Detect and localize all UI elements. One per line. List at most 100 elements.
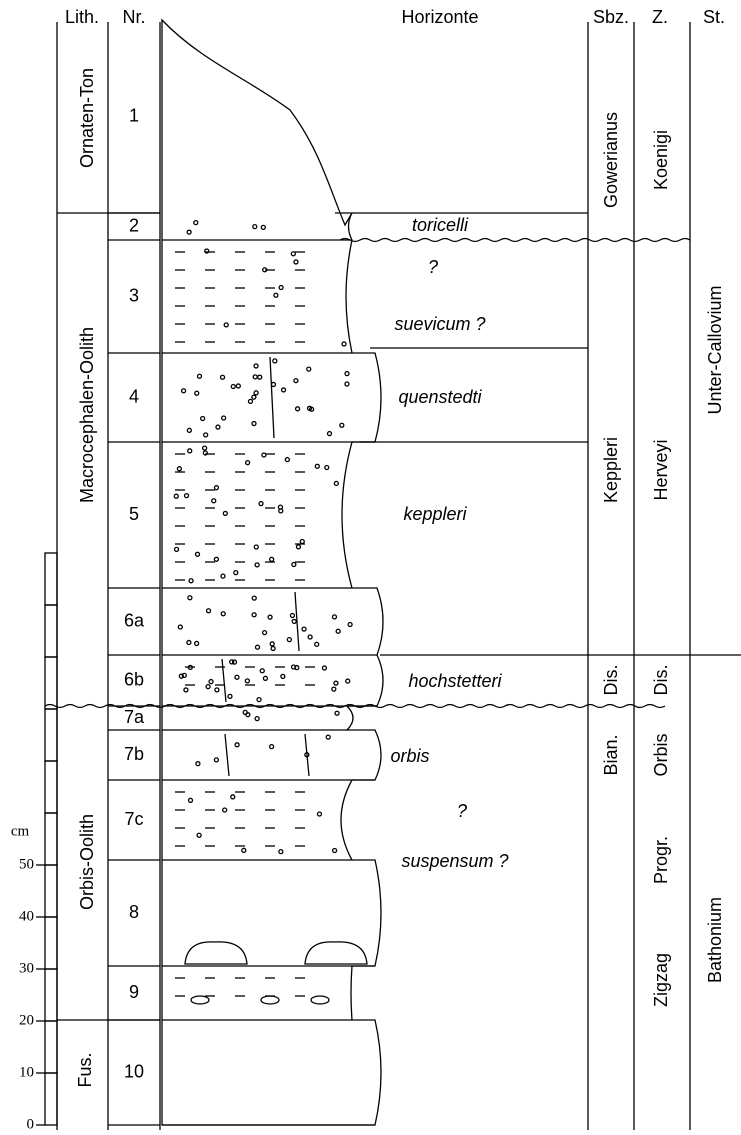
zone-label: Progr.	[651, 836, 671, 884]
ooid	[268, 615, 272, 619]
ooid	[263, 631, 267, 635]
concretion	[185, 942, 247, 964]
header-z: Z.	[652, 7, 668, 27]
ooid	[274, 293, 278, 297]
ooid	[203, 451, 207, 455]
rock-column	[108, 20, 383, 1125]
ooid	[235, 675, 239, 679]
ooid	[334, 481, 338, 485]
ooid	[187, 640, 191, 644]
ooid	[204, 433, 208, 437]
ooid	[207, 609, 211, 613]
ooid	[194, 221, 198, 225]
ooid	[254, 364, 258, 368]
header-st: St.	[703, 7, 725, 27]
ooid	[273, 359, 277, 363]
ooid	[270, 557, 274, 561]
ooid	[216, 425, 220, 429]
layer-number: 6b	[124, 669, 144, 689]
ooid	[291, 252, 295, 256]
ooid	[257, 698, 261, 702]
ooid	[187, 428, 191, 432]
layer-number: 8	[129, 902, 139, 922]
layer-number: 7c	[124, 809, 143, 829]
ooid	[342, 342, 346, 346]
lithology-label: Fus.	[75, 1052, 95, 1087]
ooid	[333, 848, 337, 852]
ooid	[263, 676, 267, 680]
ooid	[261, 225, 265, 229]
ooid	[214, 486, 218, 490]
ooid	[345, 382, 349, 386]
ooid	[255, 563, 259, 567]
ooid	[340, 423, 344, 427]
ooid	[196, 762, 200, 766]
ooid	[231, 795, 235, 799]
ooid	[214, 758, 218, 762]
scale-segment	[45, 709, 57, 761]
ooid	[325, 466, 329, 470]
ooid	[235, 743, 239, 747]
scale-label: 30	[19, 960, 34, 976]
layer-number: 9	[129, 982, 139, 1002]
ooid	[214, 557, 218, 561]
subzone-label: Keppleri	[601, 437, 621, 503]
scale-segment	[45, 813, 57, 865]
ooid	[259, 502, 263, 506]
ooid	[326, 735, 330, 739]
ooid	[296, 545, 300, 549]
ooid	[252, 395, 256, 399]
ooid	[196, 552, 200, 556]
scale-label: 10	[19, 1064, 34, 1080]
stage-label: Bathonium	[705, 897, 725, 983]
ooid	[332, 687, 336, 691]
ooid	[279, 850, 283, 854]
stage-label: Unter-Callovium	[705, 285, 725, 414]
scale-unit: cm	[11, 823, 30, 839]
horizon-label: orbis	[390, 746, 429, 766]
ooid	[222, 416, 226, 420]
ooid	[294, 379, 298, 383]
zone-label: Dis.	[651, 665, 671, 696]
zone-label: Orbis	[651, 733, 671, 776]
ooid	[290, 614, 294, 618]
ooid	[234, 571, 238, 575]
ooid	[197, 374, 201, 378]
ooid	[335, 711, 339, 715]
ooid	[242, 848, 246, 852]
scale-label: 20	[19, 1012, 34, 1028]
ooid	[246, 461, 250, 465]
ooid	[345, 372, 349, 376]
scale-segment	[45, 1073, 57, 1125]
ooid	[182, 389, 186, 393]
ooid	[254, 545, 258, 549]
ooid	[336, 629, 340, 633]
horizon-label: ?	[428, 257, 438, 277]
ooid	[263, 268, 267, 272]
ooid	[281, 674, 285, 678]
ooid	[287, 638, 291, 642]
ooid	[270, 642, 274, 646]
ooid	[212, 499, 216, 503]
scale-segment	[45, 657, 57, 709]
ooid	[262, 453, 266, 457]
ooid	[221, 375, 225, 379]
horizon-label: suspensum ?	[401, 851, 508, 871]
ooid	[254, 391, 258, 395]
ooid	[224, 323, 228, 327]
zone-label: Herveyi	[651, 439, 671, 500]
ooid	[296, 407, 300, 411]
zone-label: Koenigi	[651, 130, 671, 190]
lithology-label: Macrocephalen-Oolith	[77, 327, 97, 503]
ooid	[308, 635, 312, 639]
horizon-label: hochstetteri	[408, 671, 502, 691]
zone-label: Zigzag	[651, 953, 671, 1007]
ooid	[228, 694, 232, 698]
horizon-label: ?	[457, 801, 467, 821]
ooid	[209, 680, 213, 684]
stratigraphic-column: Lith. Nr. Horizonte Sbz. Z. St. Ornaten-…	[0, 0, 741, 1135]
ooid	[256, 645, 260, 649]
pebble	[311, 996, 329, 1004]
horizon-label: suevicum ?	[394, 314, 485, 334]
ooid	[279, 285, 283, 289]
